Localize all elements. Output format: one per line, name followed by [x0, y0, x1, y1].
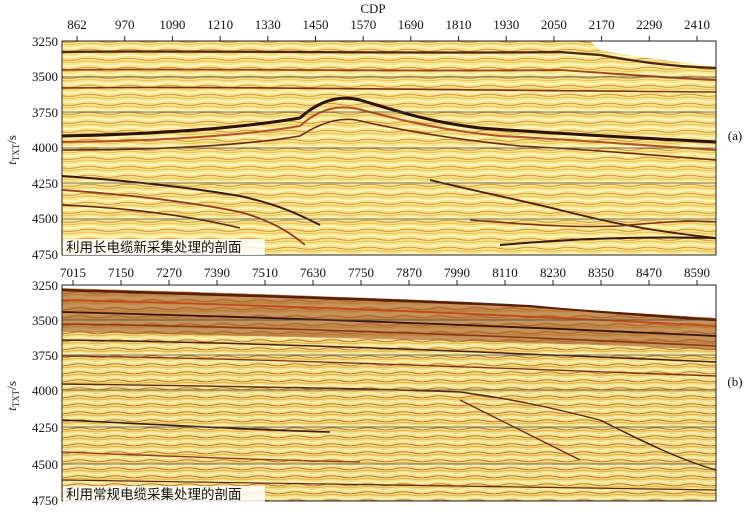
- panel-a: 862 970 1090 1210 1330 1450 1570 1690 18…: [4, 17, 742, 262]
- x-axis-a: 862 970 1090 1210 1330 1450 1570 1690 18…: [67, 17, 710, 32]
- plot-frame-a: [61, 40, 717, 256]
- x-tick-label: 2050: [541, 17, 567, 32]
- y-tick-label: 4250: [32, 176, 58, 191]
- x-tick-label: 7270: [156, 265, 182, 280]
- y-axis-label-a: tTXT/s: [4, 135, 21, 165]
- y-tick-label: 4000: [32, 383, 58, 398]
- y-tick-label: 4250: [32, 420, 58, 435]
- y-tick-label: 3750: [32, 105, 58, 120]
- cdp-axis-title: CDP: [360, 1, 385, 16]
- x-tick-label: 7870: [396, 265, 422, 280]
- gridlines-a: [62, 76, 716, 220]
- y-tick-label: 4750: [32, 493, 58, 508]
- x-tick-label: 2170: [589, 17, 615, 32]
- caption-b: 利用常规电缆采集处理的剖面: [66, 487, 242, 503]
- x-tick-label: 8470: [636, 265, 662, 280]
- x-tick-label: 7390: [204, 265, 230, 280]
- x-tick-label: 7150: [108, 265, 134, 280]
- x-tick-label: 862: [67, 17, 87, 32]
- x-tick-label: 8230: [540, 265, 566, 280]
- y-tick-label: 3250: [32, 34, 58, 49]
- x-tick-label: 970: [115, 17, 135, 32]
- x-tick-label: 2290: [636, 17, 662, 32]
- x-tick-label: 2410: [684, 17, 710, 32]
- x-tick-label: 1810: [446, 17, 472, 32]
- x-tick-label: 1090: [159, 17, 185, 32]
- plot-frame-b: [61, 284, 717, 502]
- x-tick-label: 1570: [350, 17, 376, 32]
- y-tick-label: 3500: [32, 313, 58, 328]
- panel-label-b: (b): [727, 374, 742, 389]
- x-ticks-a: [76, 36, 698, 41]
- panel-b: 7015 7150 7270 7390 7510 7630 7750 7870 …: [4, 265, 743, 508]
- caption-a: 利用长电缆新采集处理的剖面: [66, 240, 242, 256]
- x-tick-label: 1210: [207, 17, 233, 32]
- x-tick-label: 8590: [684, 265, 710, 280]
- seismic-section-b: [62, 285, 716, 501]
- y-tick-label: 4500: [32, 457, 58, 472]
- x-axis-b: 7015 7150 7270 7390 7510 7630 7750 7870 …: [60, 265, 710, 280]
- x-tick-label: 1690: [398, 17, 424, 32]
- x-tick-label: 1450: [303, 17, 329, 32]
- x-tick-label: 7750: [348, 265, 374, 280]
- x-tick-label: 8350: [588, 265, 614, 280]
- x-tick-label: 7630: [300, 265, 326, 280]
- y-axis-a: 3250 3500 3750 4000 4250 4500 4750: [32, 34, 58, 262]
- x-ticks-b: [72, 280, 698, 285]
- x-tick-label: 1330: [255, 17, 281, 32]
- y-tick-label: 3750: [32, 348, 58, 363]
- gridlines-b: [62, 319, 716, 465]
- y-tick-label: 4000: [32, 140, 58, 155]
- x-tick-label: 8110: [492, 265, 518, 280]
- x-tick-label: 7990: [444, 265, 470, 280]
- y-axis-label-b: tTXT/s: [4, 381, 21, 411]
- y-tick-label: 4750: [32, 247, 58, 262]
- x-tick-label: 1930: [493, 17, 519, 32]
- y-tick-label: 4500: [32, 211, 58, 226]
- x-tick-label: 7510: [252, 265, 278, 280]
- y-tick-label: 3250: [32, 278, 58, 293]
- y-tick-label: 3500: [32, 69, 58, 84]
- x-tick-label: 7015: [60, 265, 86, 280]
- panel-label-a: (a): [728, 128, 742, 143]
- y-axis-b: 3250 3500 3750 4000 4250 4500 4750: [32, 278, 58, 508]
